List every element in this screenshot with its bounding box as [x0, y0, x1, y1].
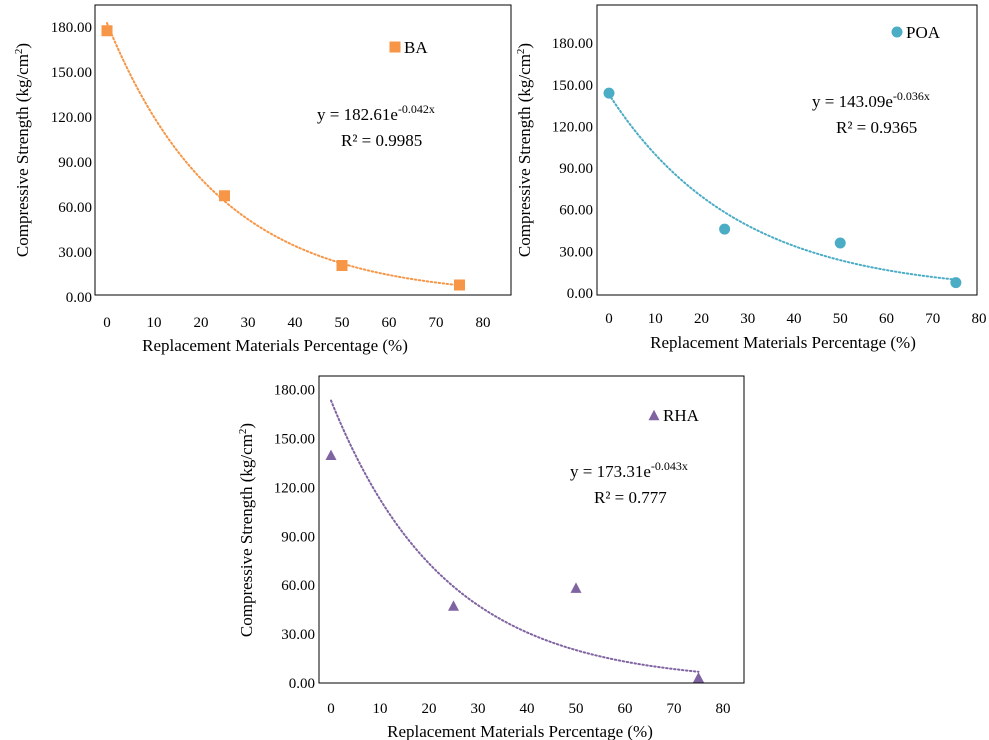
y-axis-label: Compressive Strength (kg/cm2): [13, 43, 32, 257]
y-tick-label: 120.00: [274, 480, 315, 496]
x-tick-label: 30: [740, 311, 755, 327]
chart-panel-poa: 0.00 30.00 60.00 90.00 120.00 150.00 180.00 0 10…: [515, 4, 987, 352]
y-tick-label: 0.00: [567, 286, 593, 302]
data-point: [693, 672, 704, 683]
trendline: [608, 93, 957, 281]
x-tick-label: 10: [373, 701, 388, 717]
x-tick-label: 50: [569, 701, 584, 717]
y-tick-label: 90.00: [58, 155, 92, 171]
x-tick-label: 20: [422, 701, 437, 717]
x-tick-label: 20: [694, 311, 709, 327]
x-tick-label: 20: [194, 315, 209, 331]
chart-panel-rha: 0.00 30.00 60.00 90.00 120.00 150.00 180.00 0 10…: [237, 375, 745, 740]
y-tick-label: 120.00: [552, 119, 593, 135]
x-tick-label: 80: [476, 315, 491, 331]
data-point: [325, 449, 337, 461]
chart-panel-ba: 0.00 30.00 60.00 90.00 120.00 150.00 180.00 0 10…: [13, 4, 512, 355]
trendline: [106, 22, 461, 287]
y-tick-label: 180.00: [274, 383, 315, 399]
x-axis-label: Replacement Materials Percentage (%): [142, 336, 408, 355]
x-tick-label: 0: [103, 315, 111, 331]
x-tick-label: 0: [327, 701, 335, 717]
legend-marker: [389, 41, 401, 53]
x-tick-label: 60: [382, 315, 397, 331]
y-tick-label: 90.00: [559, 161, 593, 177]
x-tick-label: 80: [972, 311, 987, 327]
y-axis-label: Compressive Strength (kg/cm2): [515, 43, 534, 257]
y-tick-label: 150.00: [274, 432, 315, 448]
y-tick-label: 30.00: [58, 245, 92, 261]
data-point: [219, 190, 230, 202]
y-tick-label: 150.00: [51, 65, 92, 81]
data-point: [336, 260, 348, 271]
data-point: [834, 237, 846, 249]
x-tick-label: 50: [833, 311, 848, 327]
r-squared-label: R² = 0.777: [594, 488, 667, 507]
x-tick-label: 70: [429, 315, 444, 331]
x-axis-label: Replacement Materials Percentage (%): [650, 333, 916, 352]
data-point: [101, 25, 113, 37]
x-tick-label: 30: [471, 701, 486, 717]
x-tick-label: 10: [147, 315, 162, 331]
legend-marker: [891, 26, 903, 38]
x-tick-label: 40: [288, 315, 303, 331]
legend-label: RHA: [663, 406, 700, 425]
data-point: [950, 277, 962, 289]
legend-label: BA: [404, 38, 428, 57]
y-tick-label: 60.00: [281, 578, 315, 594]
x-tick-label: 10: [648, 311, 663, 327]
x-tick-label: 40: [787, 311, 802, 327]
y-tick-label: 60.00: [58, 200, 92, 216]
data-point: [719, 223, 731, 235]
y-tick-label: 60.00: [559, 203, 593, 219]
x-tick-label: 50: [335, 315, 350, 331]
x-tick-label: 70: [925, 311, 940, 327]
x-tick-label: 60: [618, 701, 633, 717]
y-tick-label: 30.00: [559, 244, 593, 260]
y-tick-label: 30.00: [281, 627, 315, 643]
data-point: [454, 279, 465, 291]
y-tick-label: 150.00: [552, 78, 593, 94]
legend-marker: [648, 409, 660, 421]
data-point: [570, 582, 582, 593]
y-tick-label: 0.00: [289, 676, 315, 692]
y-tick-label: 120.00: [51, 110, 92, 126]
y-tick-label: 0.00: [66, 290, 92, 306]
y-tick-label: 180.00: [51, 20, 92, 36]
r-squared-label: R² = 0.9985: [341, 131, 422, 150]
y-tick-label: 90.00: [281, 529, 315, 545]
y-tick-label: 180.00: [552, 36, 593, 52]
legend-label: POA: [906, 23, 941, 42]
x-tick-label: 30: [241, 315, 256, 331]
x-tick-label: 0: [605, 311, 613, 327]
x-tick-label: 80: [716, 701, 731, 717]
x-tick-label: 60: [879, 311, 894, 327]
trendline-equation: y = 182.61e-0.042x: [317, 102, 435, 124]
y-axis-label: Compressive Strength (kg/cm2): [237, 423, 256, 637]
data-point: [448, 600, 459, 611]
plot-frame: [596, 4, 978, 296]
data-point: [603, 87, 615, 99]
trendline-equation: y = 143.09e-0.036x: [812, 89, 930, 111]
x-tick-label: 70: [667, 701, 682, 717]
x-tick-label: 40: [520, 701, 535, 717]
r-squared-label: R² = 0.9365: [836, 118, 917, 137]
trendline: [330, 399, 700, 673]
x-axis-label: Replacement Materials Percentage (%): [387, 722, 653, 740]
trendline-equation: y = 173.31e-0.043x: [570, 459, 688, 481]
plot-frame: [318, 375, 745, 684]
plot-frame: [94, 4, 512, 296]
